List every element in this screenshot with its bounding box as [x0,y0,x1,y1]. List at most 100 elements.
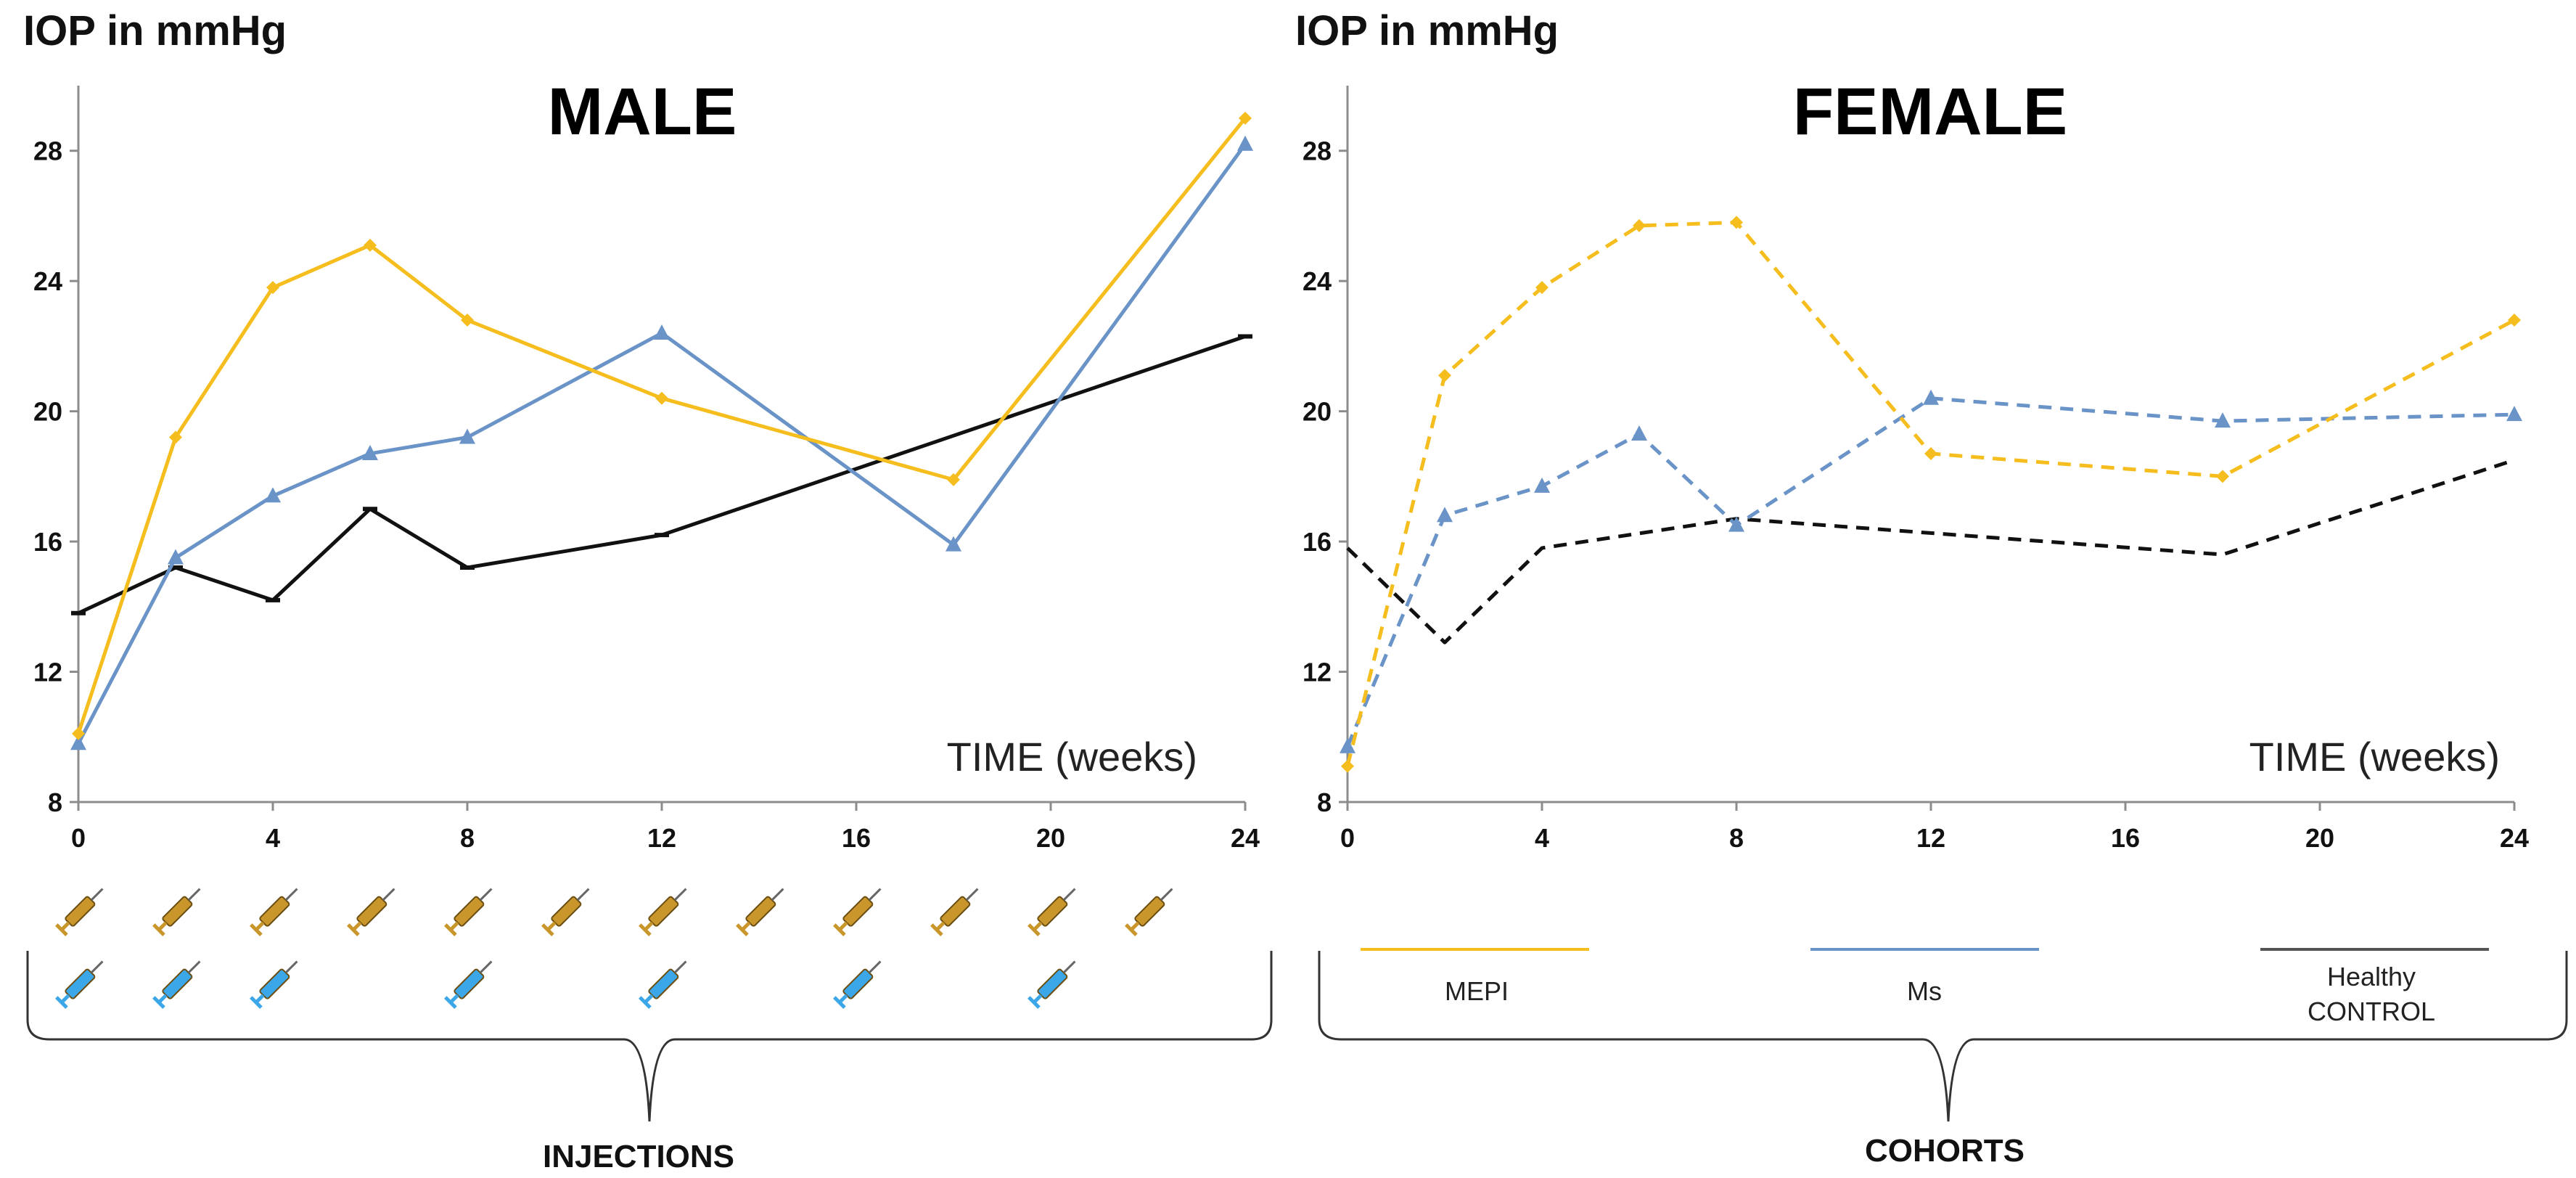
y-axis-label: IOP in mmHg [23,7,287,54]
syringe-needle [90,960,104,974]
data-point-ms [362,444,378,460]
x-tick-label: 20 [2305,823,2334,853]
legend-label-healthy-control: CONTROL [2308,997,2435,1026]
syringe-barrel [259,968,290,999]
injections-panel: INJECTIONS [26,888,1273,1174]
syringe-barrel [65,896,96,927]
injections-label: INJECTIONS [543,1139,734,1174]
blue-syringe-icon [1027,960,1076,1009]
data-point-ms [1340,737,1355,753]
legend-label-mepi: MEPI [1445,976,1509,1006]
y-tick-label: 20 [33,397,62,427]
data-point-mepi [1239,111,1252,125]
syringe-needle [1062,960,1076,974]
syringe-handle [444,923,457,936]
data-point-ms [2215,412,2231,428]
syringe-handle [833,923,846,936]
data-point-mepi [169,430,182,444]
syringe-handle [444,996,457,1009]
x-tick-label: 24 [2500,823,2529,853]
gold-syringe-icon [250,888,298,936]
blue-syringe-icon [250,960,298,1009]
x-tick-label: 4 [1535,823,1549,853]
syringe-barrel [454,968,485,999]
syringe-barrel [842,968,874,999]
gold-syringe-icon [347,888,395,936]
data-point-mepi [364,238,377,252]
syringe-needle [1160,888,1173,901]
syringe-needle [576,888,590,901]
syringe-barrel [940,896,971,927]
syringe-needle [868,960,882,974]
injections-brace [26,951,1273,1122]
gold-syringe-icon [639,888,687,936]
x-tick-label: 12 [647,823,676,853]
data-point-healthy-control [1444,642,1445,643]
data-point-ms [1631,425,1647,441]
series-line-ms [76,143,1247,745]
syringe-barrel [1134,896,1165,927]
x-tick-label: 4 [266,823,280,853]
gold-syringe-icon [541,888,590,936]
series-line-mepi [76,117,1247,735]
y-tick-label: 24 [1303,266,1332,296]
x-tick-label: 8 [1729,823,1744,853]
syringe-needle [1062,888,1076,901]
syringe-needle [771,888,784,901]
gold-syringe-icon [1125,888,1173,936]
syringe-handle [250,923,263,936]
data-point-mepi [2508,314,2521,327]
data-point-mepi [947,473,960,486]
y-tick-label: 28 [1303,136,1332,166]
syringe-needle [965,888,979,901]
panel-title: FEMALE [1793,75,2067,149]
syringe-barrel [162,968,193,999]
y-tick-label: 20 [1303,397,1332,427]
panel-title: MALE [548,75,737,149]
syringe-handle [736,923,749,936]
y-tick-label: 8 [1317,788,1332,817]
x-tick-label: 20 [1036,823,1065,853]
x-tick-label: 0 [71,823,86,853]
series-line-healthy-control [77,335,1246,615]
data-point-ms [1237,135,1253,151]
y-tick-label: 16 [33,527,62,557]
syringe-handle [833,996,846,1009]
data-point-ms [946,536,961,552]
data-point-mepi [2216,470,2229,483]
syringe-needle [673,960,687,974]
blue-syringe-icon [833,960,882,1009]
syringe-handle [639,923,652,936]
syringe-barrel [745,896,776,927]
syringe-barrel [162,896,193,927]
data-point-mepi [461,314,474,327]
syringe-handle [639,996,652,1009]
data-point-healthy-control [1541,547,1543,549]
data-point-ms [654,324,670,340]
syringe-barrel [65,968,96,999]
y-axis-label: IOP in mmHg [1295,7,1559,54]
data-point-mepi [1633,218,1646,232]
series-line-healthy-control [1346,458,2515,645]
syringe-needle [382,888,395,901]
y-tick-label: 24 [33,266,62,296]
syringe-needle [868,888,882,901]
syringe-handle [1027,996,1041,1009]
syringe-handle [541,923,554,936]
y-tick-label: 16 [1303,527,1332,557]
male-chart: 8 12 16 20 24 28 0 4 8 12 16 20 24 IOP in mmHg MALE TIM… [23,7,1260,853]
y-tick-label: 12 [33,658,62,687]
syringe-handle [55,923,68,936]
data-point-healthy-control [1347,547,1348,549]
gold-syringe-icon [55,888,104,936]
syringe-handle [55,996,68,1009]
x-tick-label: 8 [460,823,475,853]
data-point-mepi [1341,759,1354,773]
blue-syringe-icon [639,960,687,1009]
syringe-needle [90,888,104,901]
data-point-healthy-control [2514,459,2515,461]
blue-syringe-icon [152,960,201,1009]
data-point-mepi [1730,216,1743,229]
legend-label-healthy-control: Healthy [2327,962,2416,991]
